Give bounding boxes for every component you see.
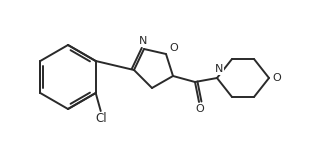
Text: Cl: Cl bbox=[95, 113, 107, 126]
Text: O: O bbox=[273, 73, 281, 83]
Text: N: N bbox=[139, 36, 147, 46]
Text: O: O bbox=[170, 43, 178, 53]
Text: N: N bbox=[215, 64, 223, 74]
Text: O: O bbox=[196, 104, 204, 114]
